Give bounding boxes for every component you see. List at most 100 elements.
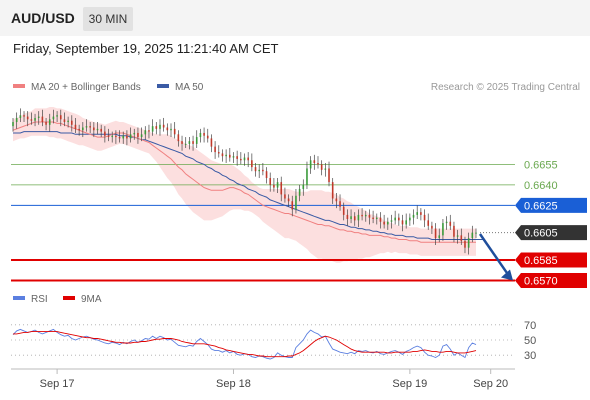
candle-body — [471, 232, 474, 239]
candle — [251, 153, 253, 172]
candle — [475, 228, 477, 239]
candle — [364, 210, 367, 222]
candle-body — [129, 134, 132, 139]
level-label: 0.6655 — [524, 159, 558, 171]
candle — [269, 172, 272, 192]
level-tag — [515, 252, 587, 268]
candle — [398, 213, 400, 226]
candle-body — [192, 141, 194, 144]
candle-body — [225, 154, 227, 157]
candle-body — [284, 194, 286, 199]
candle-body — [394, 217, 396, 221]
candle — [170, 123, 172, 138]
candle — [225, 149, 227, 164]
candle — [199, 128, 202, 143]
candle — [368, 209, 371, 225]
candle-body — [372, 217, 374, 219]
candle-body — [206, 135, 209, 139]
candle — [144, 126, 147, 140]
candle — [232, 152, 235, 164]
candle-body — [137, 132, 139, 138]
candle-body — [368, 214, 371, 218]
candle-body — [379, 217, 382, 222]
candle — [151, 119, 154, 136]
candle — [471, 225, 474, 243]
candle-body — [420, 212, 422, 215]
candle-body — [364, 214, 367, 217]
level-label: 0.6605 — [524, 228, 558, 240]
pair-title: AUD/USD — [11, 10, 75, 26]
candle-body — [188, 141, 191, 144]
candle-body — [328, 168, 330, 183]
candle-body — [258, 169, 260, 172]
candle — [217, 145, 220, 158]
candle — [401, 214, 404, 232]
candle-body — [464, 240, 466, 248]
candle — [210, 134, 213, 153]
candle-body — [339, 201, 341, 207]
candle — [173, 122, 176, 139]
candle — [214, 141, 216, 159]
candle-body — [45, 122, 47, 125]
candle — [104, 126, 106, 143]
rsi-tick-70: 70 — [524, 320, 536, 332]
candle — [107, 128, 110, 142]
candle-body — [247, 157, 249, 161]
candle — [148, 124, 150, 139]
candle-body — [67, 120, 69, 123]
candle-body — [133, 132, 136, 135]
legend-label-2: MA 50 — [175, 82, 204, 93]
candle — [48, 113, 51, 132]
candle-body — [37, 116, 40, 118]
candle — [229, 147, 231, 162]
candle — [287, 194, 290, 207]
candle-body — [100, 128, 102, 132]
candle — [431, 221, 433, 235]
candle-body — [442, 223, 444, 236]
candle-body — [122, 135, 125, 139]
candle — [63, 112, 66, 127]
x-tick-label: Sep 20 — [473, 378, 508, 390]
candle-body — [96, 128, 99, 131]
candle — [350, 209, 352, 224]
candle-body — [155, 126, 158, 129]
candle — [273, 178, 275, 192]
candle-body — [453, 225, 455, 237]
legend-swatch-1 — [13, 84, 25, 88]
candle-body — [232, 156, 235, 158]
candle-body — [265, 171, 268, 179]
candle-body — [170, 128, 172, 131]
candle-body — [85, 126, 88, 128]
candle — [372, 210, 374, 224]
candle — [82, 122, 84, 138]
candle — [265, 167, 268, 184]
candle-body — [52, 116, 55, 120]
candle-body — [298, 188, 301, 196]
candle-body — [331, 182, 334, 199]
candle — [177, 130, 180, 147]
candle-body — [23, 115, 25, 117]
candle-body — [19, 115, 22, 118]
candle-body — [82, 127, 84, 131]
rsi-legend-swatch-2 — [63, 296, 75, 300]
candle-body — [199, 132, 202, 138]
candle — [254, 163, 257, 177]
timeframe-button[interactable]: 30 MIN — [83, 7, 133, 31]
candle-body — [460, 235, 463, 241]
rsi-legend: RSI 9MA — [13, 294, 102, 305]
candle-body — [59, 115, 62, 120]
rsi-legend-label-2: 9MA — [81, 294, 102, 305]
candle-body — [214, 146, 216, 153]
candle — [379, 212, 382, 229]
candle-body — [243, 157, 246, 161]
ma20-line — [12, 121, 476, 243]
candle — [59, 109, 62, 127]
candle — [70, 115, 73, 132]
candle — [52, 109, 55, 124]
datetime-label: Friday, September 19, 2025 11:21:40 AM C… — [13, 41, 279, 56]
candle-body — [269, 178, 272, 185]
candle — [34, 113, 36, 127]
candle — [37, 111, 40, 125]
candle-body — [438, 235, 441, 239]
candle — [140, 127, 143, 142]
